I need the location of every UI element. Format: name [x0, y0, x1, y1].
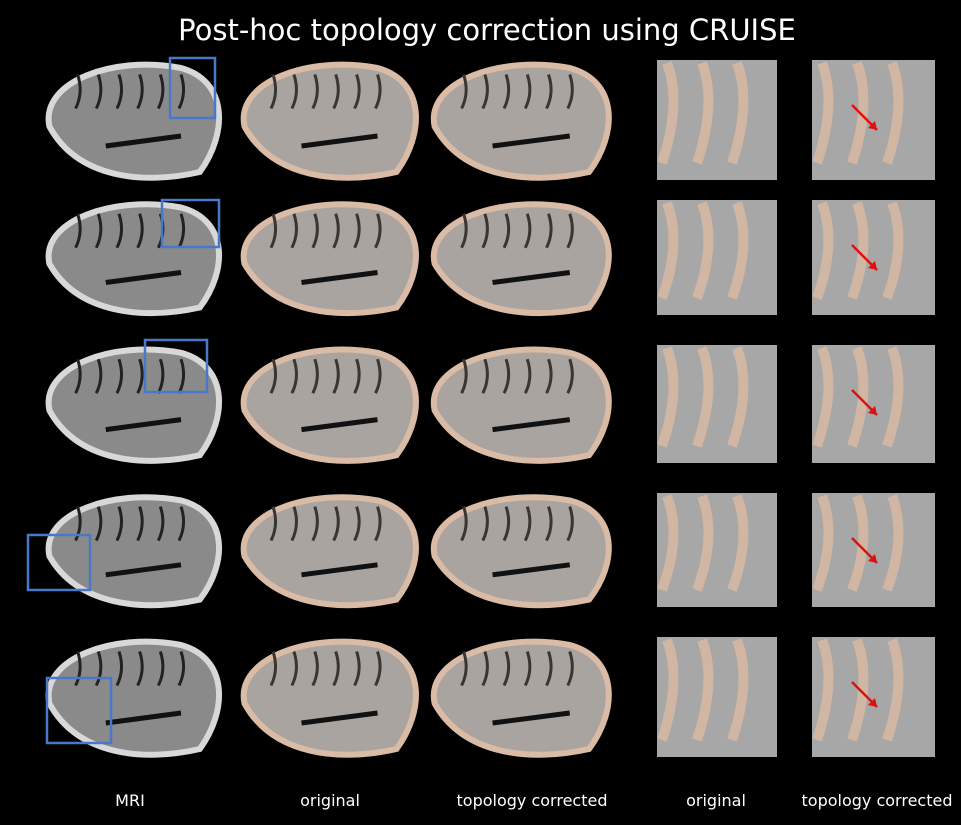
- column-label: topology corrected: [457, 791, 608, 810]
- page: Post-hoc topology correction using CRUIS…: [0, 0, 961, 825]
- column-label: original: [686, 791, 746, 810]
- figure-title: Post-hoc topology correction using CRUIS…: [178, 13, 796, 47]
- column-label: original: [300, 791, 360, 810]
- figure: Post-hoc topology correction using CRUIS…: [0, 0, 961, 825]
- column-label: MRI: [115, 791, 145, 810]
- column-label: topology corrected: [802, 791, 953, 810]
